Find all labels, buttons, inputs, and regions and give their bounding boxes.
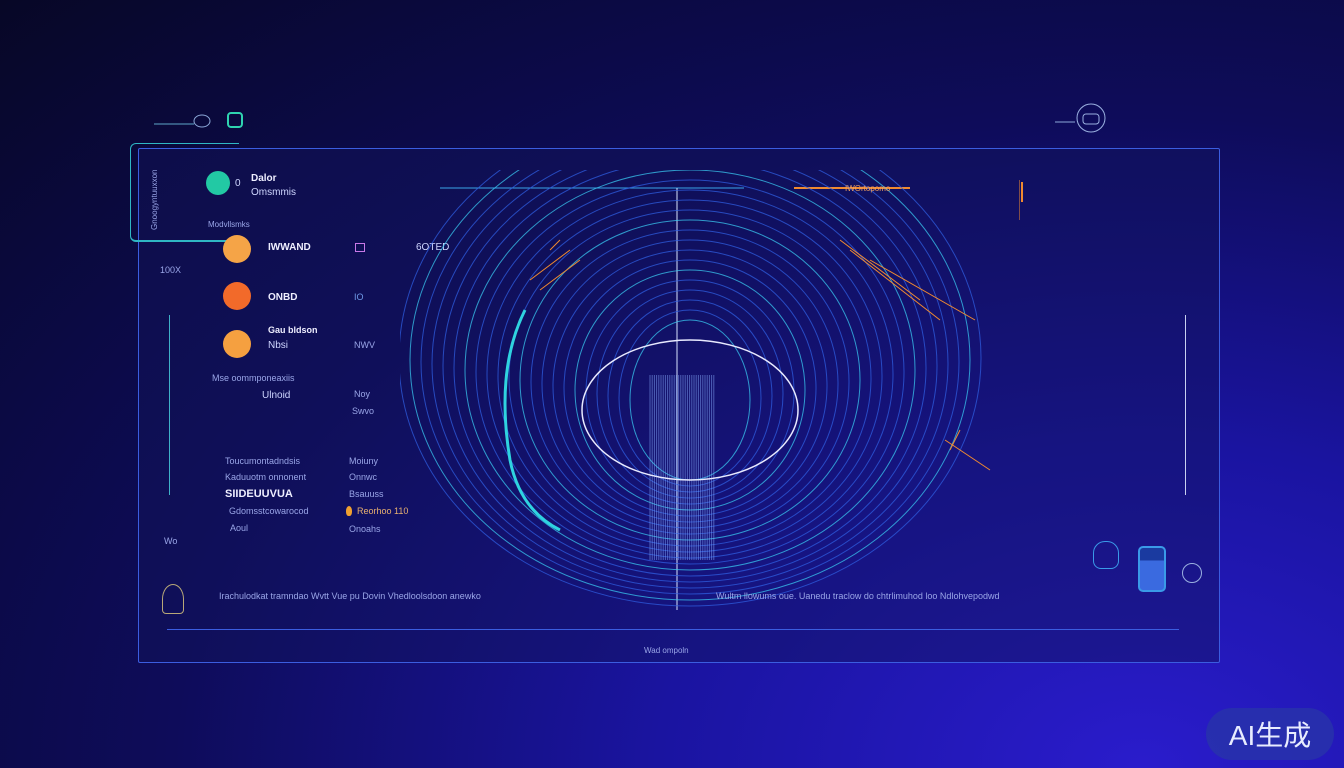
status-dot: 0 <box>235 178 241 189</box>
right-scroll-track[interactable] <box>1185 315 1186 495</box>
radial-visualization <box>400 170 1020 610</box>
settings-icon[interactable] <box>1182 563 1202 583</box>
row-icon[interactable] <box>223 330 251 358</box>
side-scroll-track[interactable] <box>169 315 170 495</box>
list-right: Onoahs <box>349 524 381 534</box>
ring <box>420 170 960 595</box>
side-bottom-value: Wo <box>164 536 178 546</box>
row-icon[interactable] <box>223 235 251 263</box>
row-label: Gau bldson <box>268 325 318 335</box>
group-v1: Noy <box>354 389 371 399</box>
list-right: Bsauuss <box>349 489 384 499</box>
ring <box>431 170 949 589</box>
list-left: Aoul <box>230 523 249 533</box>
row-value: IO <box>354 292 364 302</box>
divider <box>167 629 1179 630</box>
row-value: NWV <box>354 340 375 350</box>
footer-label: Wad ompoln <box>644 646 689 655</box>
ring <box>464 170 916 571</box>
ring <box>453 170 927 577</box>
row-sub: Nbsi <box>268 340 289 351</box>
ai-generated-badge: AI生成 <box>1206 708 1334 760</box>
list-right: Onnwc <box>349 472 378 482</box>
caption-right: Wultm llowums oue. Uanedu traclow do cht… <box>716 591 1000 601</box>
ring <box>409 170 971 601</box>
group-label: Mse oommponeaxiis <box>212 373 295 383</box>
logo-icon <box>162 584 184 614</box>
flame-icon <box>346 506 352 516</box>
chart-marker <box>1021 182 1023 202</box>
header-subtitle: Omsmmis <box>251 187 296 198</box>
list-left: Gdomsstcowarocod <box>229 506 309 516</box>
row-label: IWWAND <box>268 242 311 253</box>
shield-icon[interactable] <box>1093 541 1119 569</box>
list-left: Kaduuotm onnonent <box>225 472 307 482</box>
list-left: SIIDEUUVUA <box>225 488 293 500</box>
side-tab[interactable] <box>130 143 239 242</box>
vertical-label: Gnoogyntuuxxon <box>150 169 159 231</box>
header-title: Dalor <box>251 173 277 184</box>
list-left: Toucumontadndsis <box>225 456 301 466</box>
top-right-deco <box>1055 100 1111 141</box>
list-right: Reorhoo 110 <box>357 506 409 516</box>
mobile-icon[interactable] <box>1138 546 1166 592</box>
group-v2: Swvo <box>352 406 375 416</box>
group-value: Ulnoid <box>262 390 291 401</box>
row-icon[interactable] <box>223 282 251 310</box>
section-label: Modvllsmks <box>208 220 250 229</box>
caption-left: Irachulodkat tramndao Wvtt Vue pu Dovin … <box>219 591 481 601</box>
checkbox-icon[interactable] <box>355 243 365 252</box>
ring <box>475 179 905 565</box>
side-top-value: 100X <box>160 265 182 275</box>
ring <box>400 170 982 607</box>
chart-top-right-label: IWOrtopomo <box>845 184 891 193</box>
header-avatar[interactable] <box>206 171 230 195</box>
row-extra: 6OTED <box>416 242 450 253</box>
list-right: Moiuny <box>349 456 379 466</box>
row-label: ONBD <box>268 292 298 303</box>
ring <box>442 170 938 583</box>
top-left-deco <box>154 110 246 137</box>
